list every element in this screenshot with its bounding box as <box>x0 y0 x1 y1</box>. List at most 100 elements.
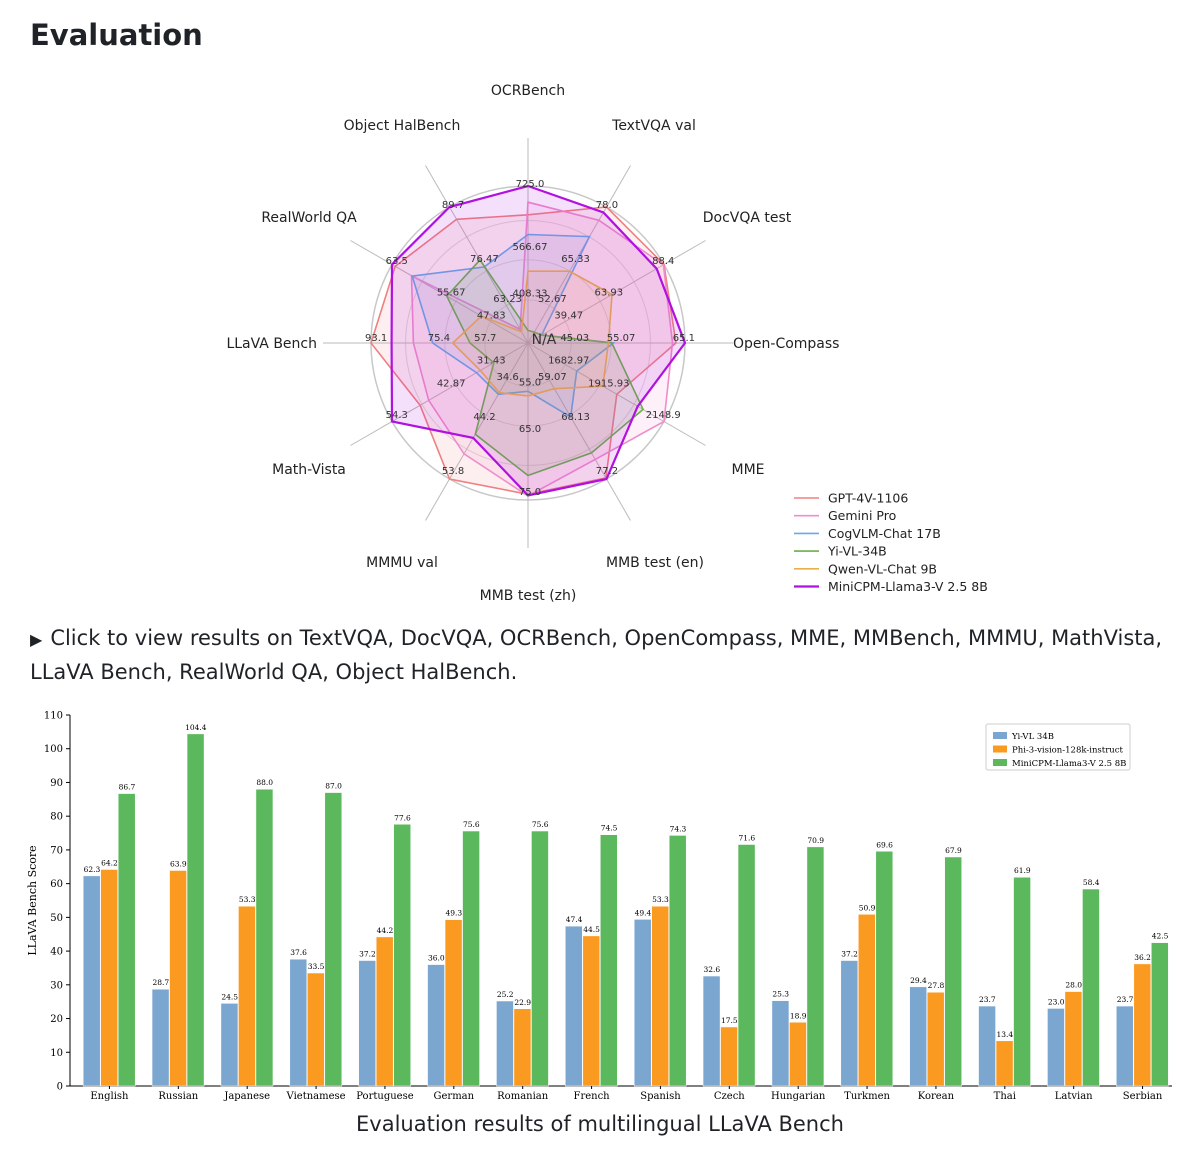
radar-axis-label: Object HalBench <box>344 118 461 134</box>
bar-english-1 <box>100 869 118 1087</box>
bar-serbian-1 <box>1133 963 1152 1087</box>
x-tick-label: Hungarian <box>771 1091 826 1102</box>
radar-ring-label: 78.0 <box>596 200 618 211</box>
bar-romanian-2 <box>531 830 549 1087</box>
bar-vietnamese-1 <box>307 972 325 1087</box>
x-tick-label: Thai <box>994 1091 1016 1102</box>
bar-chart: 0 10 20 30 40 50 60 70 80 90 100 110 LLaVA Bench Sco… <box>26 711 1172 1102</box>
radar-ring-label: 55.0 <box>519 378 541 389</box>
bar-value-label: 28.0 <box>1065 981 1082 990</box>
radar-spoke <box>425 165 529 344</box>
radar-ring-label: 34.6 <box>496 372 518 383</box>
bar-latvian-1 <box>1064 991 1083 1087</box>
bar-value-label: 18.9 <box>790 1011 807 1020</box>
bar-serbian-2 <box>1151 942 1169 1087</box>
radar-axis-label: MMMU val <box>366 555 438 571</box>
radar-legend-label: GPT-4V-1106 <box>828 491 908 506</box>
radar-legend-label: Qwen-VL-Chat 9B <box>828 561 937 576</box>
radar-ring-label: 566.67 <box>513 242 548 253</box>
x-tick-label: Portuguese <box>356 1091 413 1102</box>
y-tick-label: 20 <box>50 1014 63 1025</box>
x-tick-label: Spanish <box>640 1091 681 1102</box>
bar-thai-2 <box>1013 876 1031 1087</box>
bar-russian-1 <box>169 870 187 1087</box>
radar-ring-label: 53.8 <box>442 466 464 477</box>
x-tick-label: Latvian <box>1055 1091 1093 1102</box>
bar-czech-0 <box>702 975 721 1087</box>
radar-ring-label: 1682.97 <box>548 355 589 366</box>
x-tick-label: English <box>90 1091 129 1102</box>
bar-value-label: 36.0 <box>428 954 445 963</box>
radar-axis-label: OCRBench <box>491 83 565 99</box>
radar-axis-label: DocVQA test <box>703 210 792 226</box>
radar-ring-label: 39.47 <box>554 311 583 322</box>
bar-value-label: 74.5 <box>601 824 618 833</box>
bar-value-label: 70.9 <box>807 836 824 845</box>
bar-german-0 <box>427 964 445 1087</box>
bar-value-label: 32.6 <box>703 965 720 974</box>
y-tick-label: 110 <box>44 711 63 722</box>
bar-value-label: 23.0 <box>1048 997 1065 1006</box>
bar-romanian-0 <box>496 1000 514 1087</box>
bar-turkmen-2 <box>875 851 894 1087</box>
page-title: Evaluation <box>30 18 203 52</box>
radar-series-minicpm-llama3-v-2-5-8b <box>390 184 687 497</box>
y-tick-label: 50 <box>50 913 63 924</box>
y-tick-label: 80 <box>50 812 63 823</box>
bar-vietnamese-0 <box>289 958 308 1087</box>
x-tick-label: Serbian <box>1123 1091 1163 1102</box>
bar-value-label: 50.9 <box>859 903 876 912</box>
bar-spanish-2 <box>668 835 687 1087</box>
radar-spoke <box>527 240 706 344</box>
bar-legend-label: MiniCPM-Llama3-V 2.5 8B <box>1012 759 1126 769</box>
bar-value-label: 22.9 <box>514 998 531 1007</box>
bar-spanish-1 <box>651 905 669 1087</box>
bar-value-label: 61.9 <box>1014 866 1031 875</box>
bar-value-label: 87.0 <box>325 782 342 791</box>
bar-romanian-1 <box>513 1008 532 1087</box>
bar-value-label: 13.4 <box>996 1030 1013 1039</box>
bar-hungarian-2 <box>806 846 825 1087</box>
bar-value-label: 37.2 <box>841 950 858 959</box>
bar-japanese-2 <box>255 788 274 1087</box>
radar-ring-label: 59.07 <box>538 372 567 383</box>
bar-english-0 <box>82 875 101 1087</box>
bar-latvian-0 <box>1047 1008 1065 1087</box>
bar-portuguese-1 <box>375 936 394 1087</box>
bar-value-label: 53.3 <box>652 895 669 904</box>
bar-value-label: 17.5 <box>721 1016 738 1025</box>
radar-ring-label: 1915.93 <box>588 379 629 390</box>
bar-german-1 <box>444 919 463 1087</box>
bar-value-label: 42.5 <box>1152 932 1169 941</box>
x-tick-label: Romanian <box>497 1091 549 1102</box>
bar-french-2 <box>600 834 618 1087</box>
bar-japanese-0 <box>220 1003 239 1087</box>
y-tick-label: 90 <box>50 778 63 789</box>
bar-value-label: 44.5 <box>583 925 600 934</box>
radar-axis-label: MMB test (en) <box>606 555 704 571</box>
y-tick-label: 10 <box>50 1048 63 1059</box>
bar-spanish-0 <box>633 919 652 1087</box>
radar-ring-label: 31.43 <box>477 355 506 366</box>
radar-ring-label: 45.03 <box>560 333 589 344</box>
bar-value-label: 64.2 <box>101 858 118 867</box>
bar-value-label: 28.7 <box>152 978 169 987</box>
y-axis-label: LLaVA Bench Score <box>26 845 39 955</box>
bar-value-label: 67.9 <box>945 846 962 855</box>
radar-ring-label: 44.2 <box>473 412 495 423</box>
radar-ring-label: 42.87 <box>437 379 466 390</box>
radar-axis-label: MMB test (zh) <box>480 588 577 604</box>
radar-ring-label: 77.2 <box>596 466 618 477</box>
x-tick-label: Russian <box>158 1091 198 1102</box>
bar-japanese-1 <box>238 905 256 1087</box>
x-tick-label: German <box>434 1091 475 1102</box>
radar-axis-label: TextVQA val <box>611 118 696 134</box>
bar-value-label: 53.3 <box>239 895 256 904</box>
details-toggle[interactable]: ▶ Click to view results on TextVQA, DocVQ… <box>30 622 1180 688</box>
bar-legend-label: Phi-3-vision-128k-instruct <box>1012 746 1123 756</box>
bar-value-label: 33.5 <box>308 962 325 971</box>
radar-legend-label: Gemini Pro <box>828 508 896 523</box>
bar-serbian-0 <box>1116 1005 1134 1087</box>
bar-value-label: 86.7 <box>119 783 136 792</box>
bar-value-label: 36.2 <box>1134 953 1151 962</box>
